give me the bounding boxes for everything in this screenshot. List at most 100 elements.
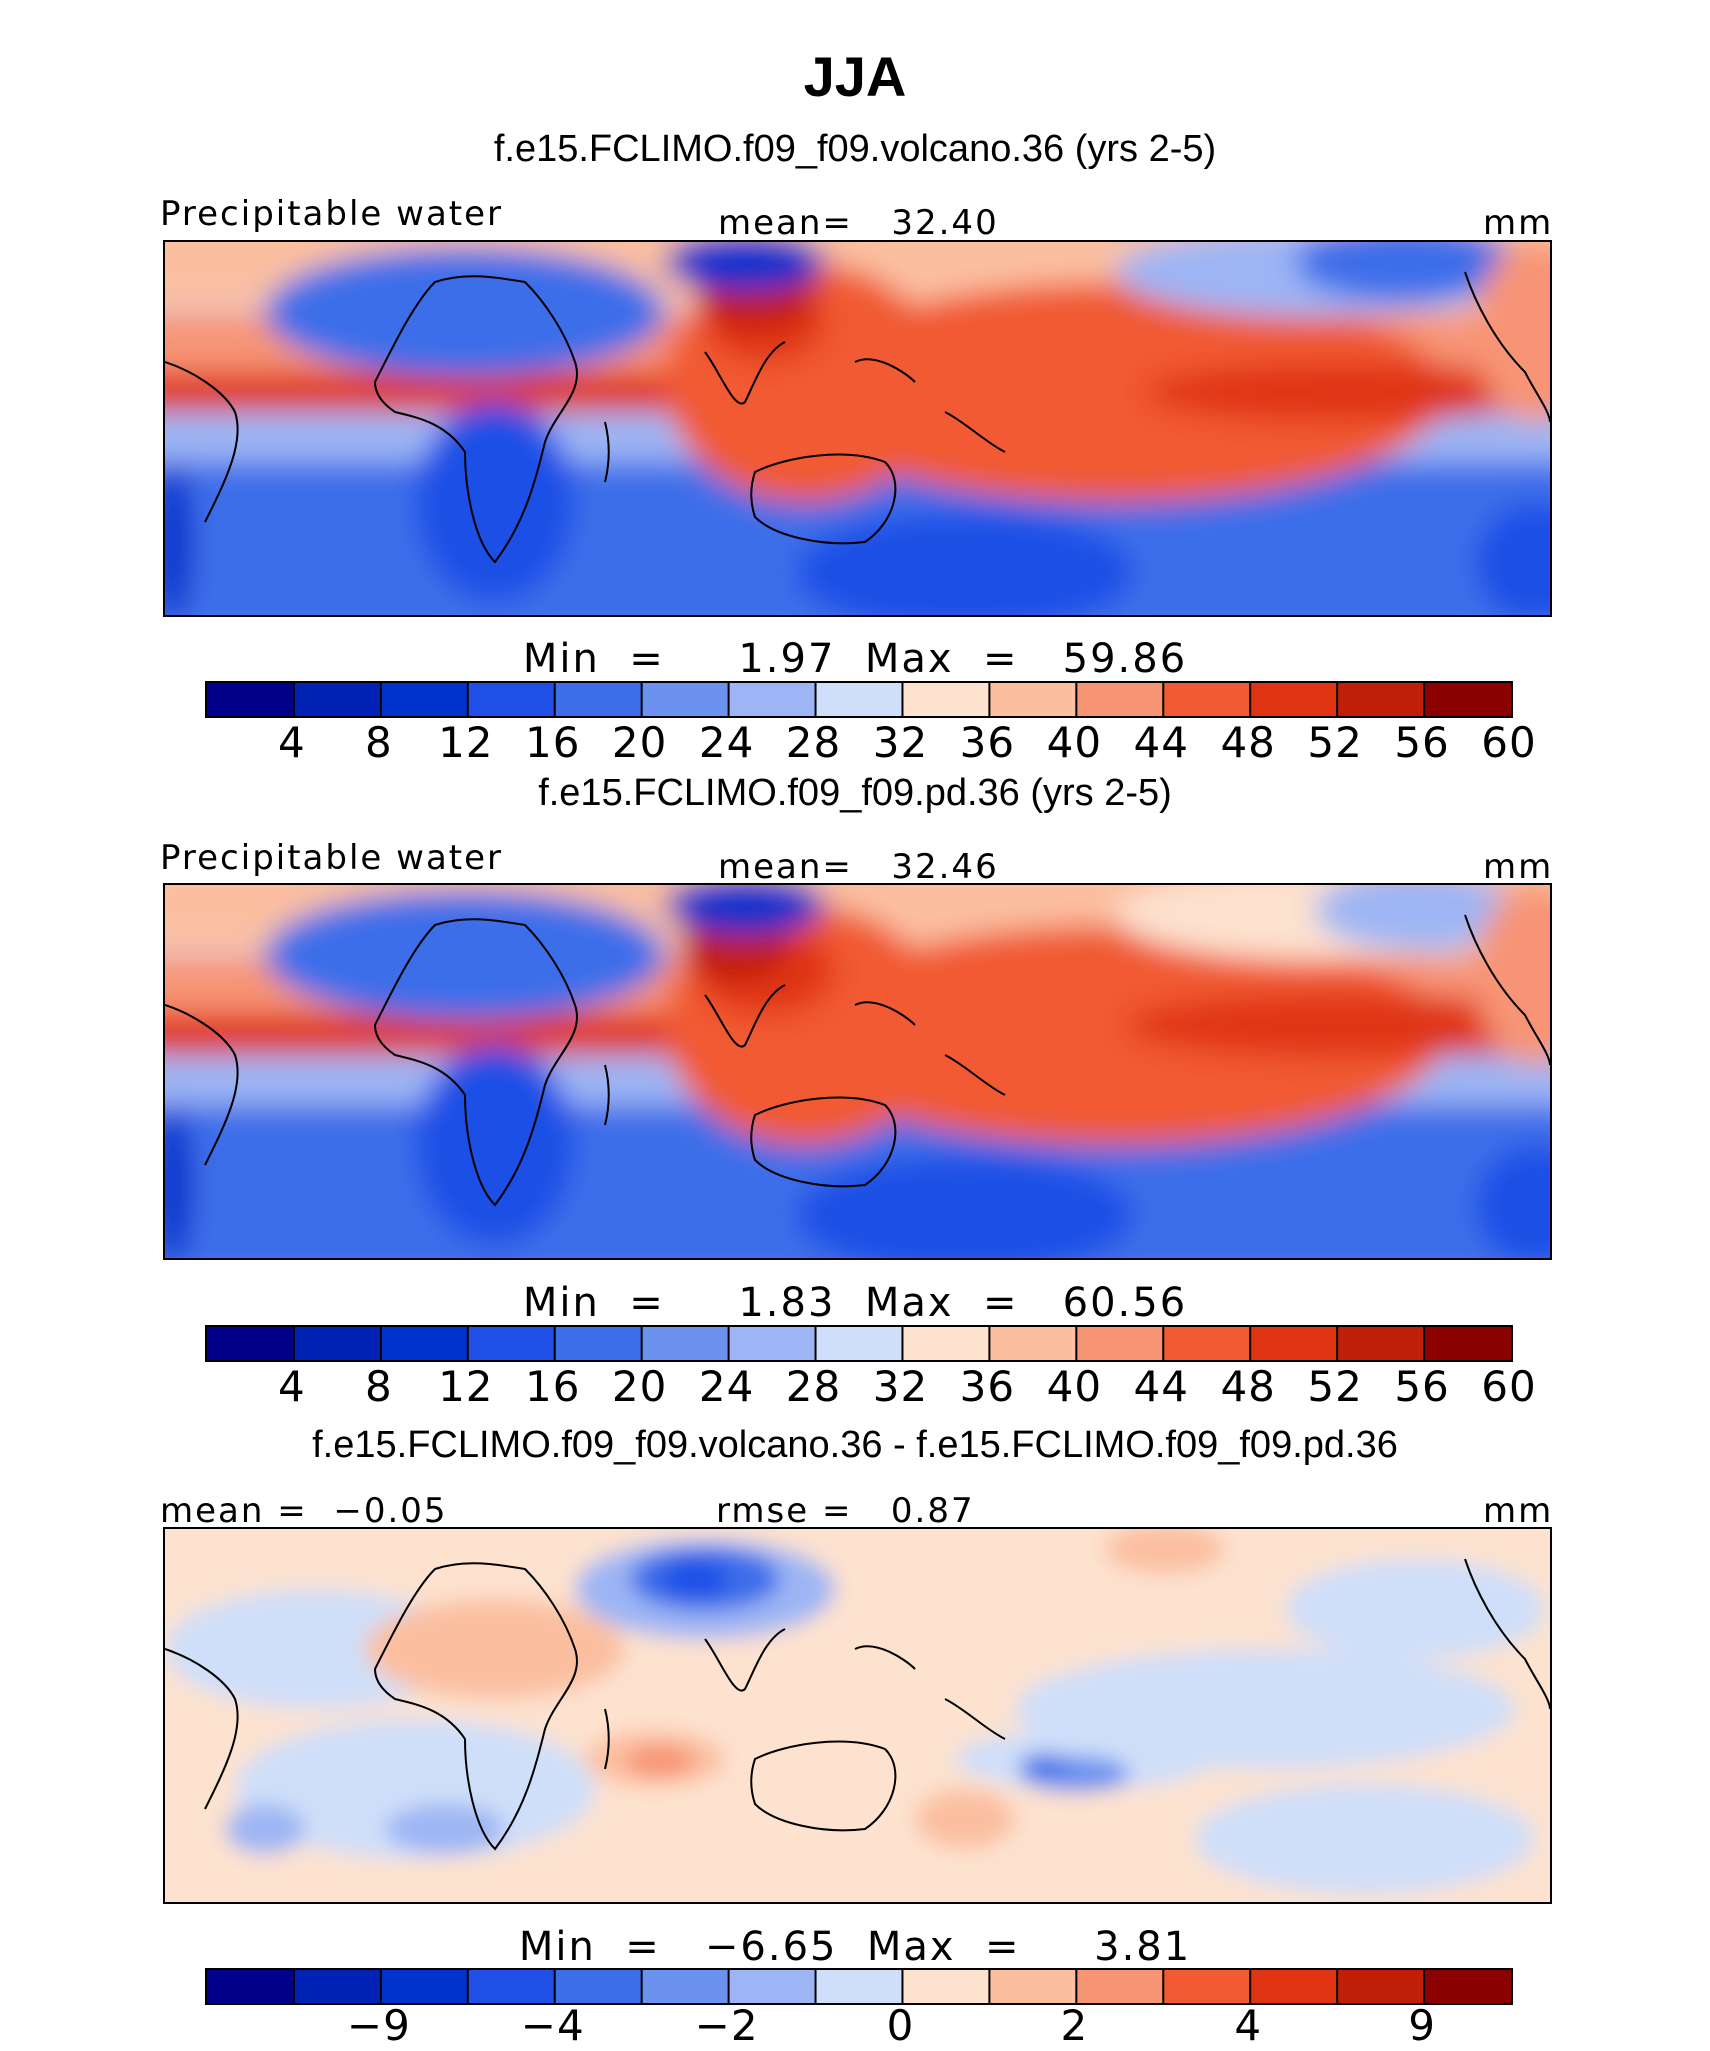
panel2-colorbar-svg [207, 1327, 1511, 1360]
panel2-min-value: 1.83 [738, 1280, 836, 1326]
panel3-max-label: Max = [866, 1924, 1021, 1970]
colorbar-swatch [1076, 1970, 1164, 2003]
colorbar-swatch [1424, 1970, 1511, 2003]
colorbar-swatch [554, 683, 643, 716]
colorbar-swatch [989, 683, 1077, 716]
panel2-max-label: Max = [864, 1280, 1019, 1326]
colorbar-tick-label: 24 [698, 1362, 755, 1411]
colorbar-tick-label: 4 [278, 1362, 306, 1411]
colorbar-swatch [989, 1970, 1077, 2003]
colorbar-tick-label: −9 [346, 2001, 411, 2050]
colorbar-tick-label: 4 [1234, 2001, 1263, 2050]
panel1-map-svg [165, 242, 1550, 615]
colorbar-swatch [902, 1327, 990, 1360]
colorbar-swatch [467, 1327, 556, 1360]
colorbar-swatch [293, 1970, 382, 2003]
colorbar-tick-label: 52 [1307, 1362, 1363, 1411]
panel3-units-label: mm [1483, 1491, 1554, 1531]
colorbar-tick-label: 32 [872, 718, 929, 767]
panel2-min-label: Min = [522, 1280, 665, 1326]
panel2-map [163, 883, 1552, 1260]
colorbar-tick-label: 56 [1394, 1362, 1450, 1411]
panel1-colorbar-svg [207, 683, 1511, 716]
panel3-mean-prefix: mean = [160, 1491, 308, 1531]
colorbar-swatch [641, 1327, 730, 1360]
colorbar-tick-label: 24 [698, 718, 755, 767]
colorbar-tick-label: 16 [524, 718, 581, 767]
panel1-max-label: Max = [864, 636, 1019, 682]
colorbar-swatch [989, 1327, 1077, 1360]
panel1-units-label: mm [1483, 203, 1554, 243]
panel1-mean-label: mean= 32.40 [718, 203, 999, 243]
colorbar-tick-label: 9 [1408, 2001, 1436, 2050]
colorbar-swatch [815, 683, 903, 716]
colorbar-tick-label: 40 [1046, 718, 1103, 767]
colorbar-swatch [1424, 1327, 1511, 1360]
colorbar-tick-label: 2 [1060, 2001, 1089, 2050]
colorbar-tick-label: 48 [1220, 718, 1276, 767]
colorbar-tick-label: 8 [364, 718, 393, 767]
figure-title: JJA [803, 45, 907, 108]
panel2-title: f.e15.FCLIMO.f09_f09.pd.36 (yrs 2-5) [538, 772, 1172, 814]
colorbar-swatch [1250, 683, 1338, 716]
colorbar-swatch [207, 683, 295, 716]
panel2-variable-label: Precipitable water [160, 838, 504, 878]
panel2-colorbar [205, 1325, 1513, 1362]
colorbar-tick-label: 36 [959, 1362, 1016, 1411]
panel1-stats: Min = 1.97 Max = 59.86 [0, 636, 1710, 682]
panel1-mean-value: 32.40 [891, 203, 999, 243]
colorbar-swatch [902, 1970, 990, 2003]
colorbar-swatch [728, 1327, 817, 1360]
panel3-min-label: Min = [518, 1924, 661, 1970]
panel1-colorbar-ticks: 4 8 12 16 20 24 28 32 36 40 44 48 52 56 60 [205, 718, 1536, 768]
colorbar-swatch [728, 1970, 817, 2003]
colorbar-swatch [1424, 683, 1511, 716]
colorbar-tick-label: 28 [785, 718, 842, 767]
colorbar-swatch [641, 683, 730, 716]
panel2-colorbar-ticks: 4 8 12 16 20 24 28 32 36 40 44 48 52 56 60 [205, 1362, 1536, 1412]
colorbar-swatch [728, 683, 817, 716]
colorbar-tick-label: 12 [438, 718, 494, 767]
colorbar-swatch [641, 1970, 730, 2003]
colorbar-swatch [380, 683, 469, 716]
colorbar-swatch [1250, 1970, 1338, 2003]
panel1-min-value: 1.97 [738, 636, 836, 682]
panel3-max-value: 3.81 [1094, 1924, 1192, 1970]
colorbar-tick-label: 20 [611, 1362, 668, 1411]
panel2-mean-label: mean= 32.46 [718, 847, 999, 887]
panel1-title: f.e15.FCLIMO.f09_f09.volcano.36 (yrs 2-5… [493, 128, 1217, 170]
colorbar-tick-label: −4 [520, 2001, 585, 2050]
colorbar-tick-label: 0 [886, 2001, 915, 2050]
colorbar-swatch [1337, 683, 1425, 716]
colorbar-tick-label: 48 [1220, 1362, 1276, 1411]
colorbar-swatch [207, 1327, 295, 1360]
colorbar-tick-label: 60 [1481, 1362, 1537, 1411]
panel1-colorbar [205, 681, 1513, 718]
panel1-max-value: 59.86 [1062, 636, 1188, 682]
panel3-stats: Min = −6.65 Max = 3.81 [0, 1924, 1710, 1970]
panel3-rmse-prefix: rmse = [716, 1491, 853, 1531]
colorbar-tick-label: 28 [785, 1362, 842, 1411]
colorbar-swatch [554, 1327, 643, 1360]
colorbar-swatch [1163, 1970, 1251, 2003]
panel3-colorbar-svg [207, 1970, 1511, 2003]
panel1-mean-prefix: mean= [718, 203, 853, 243]
panel2-mean-prefix: mean= [718, 847, 853, 887]
panel3-map-svg [165, 1529, 1550, 1902]
panel3-rmse-value: 0.87 [890, 1491, 975, 1531]
panel3-map [163, 1527, 1552, 1904]
colorbar-swatch [1163, 1327, 1251, 1360]
panel3-mean-value: −0.05 [333, 1491, 448, 1531]
panel2-stats: Min = 1.83 Max = 60.56 [0, 1280, 1710, 1326]
colorbar-swatch [1163, 683, 1251, 716]
colorbar-swatch [1337, 1327, 1425, 1360]
colorbar-tick-label: 8 [364, 1362, 393, 1411]
panel2-map-svg [165, 885, 1550, 1258]
colorbar-swatch [1076, 683, 1164, 716]
colorbar-swatch [467, 1970, 556, 2003]
colorbar-tick-label: 4 [278, 718, 306, 767]
panel1-variable-label: Precipitable water [160, 194, 504, 234]
panel3-min-value: −6.65 [704, 1924, 838, 1970]
panel2-max-value: 60.56 [1062, 1280, 1188, 1326]
colorbar-tick-label: 16 [524, 1362, 581, 1411]
